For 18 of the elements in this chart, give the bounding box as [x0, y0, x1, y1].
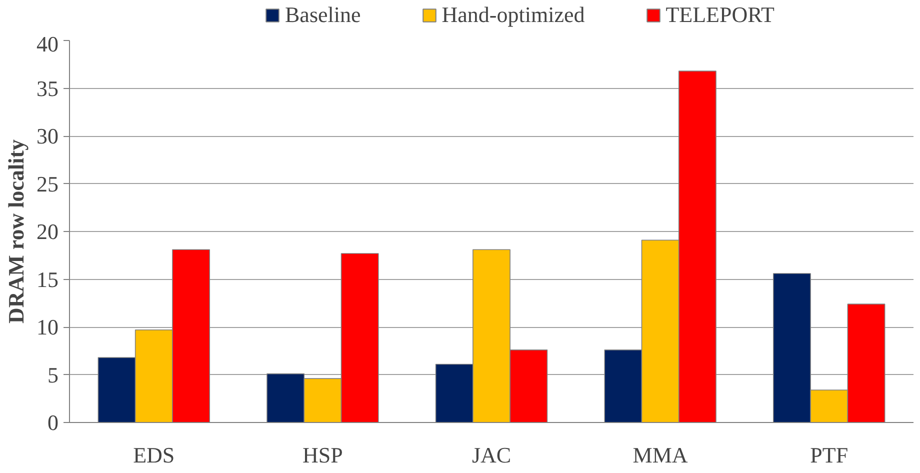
- y-tick-label: 5: [48, 362, 58, 388]
- y-tick-label: 25: [36, 171, 58, 196]
- legend-label: Hand-optimized: [442, 2, 585, 28]
- x-tick-label: EDS: [133, 442, 175, 468]
- y-tick-label: 30: [36, 124, 58, 148]
- y-tick-label: 10: [36, 314, 58, 340]
- x-tick-label: HSP: [302, 442, 343, 468]
- y-axis-title: DRAM row locality: [4, 139, 28, 324]
- legend-label: TELEPORT: [666, 2, 774, 28]
- x-tick-label: MMA: [632, 442, 688, 468]
- y-tick-label: 35: [36, 76, 58, 101]
- y-tick-label: 40: [36, 32, 58, 56]
- x-tick-label: JAC: [472, 442, 512, 468]
- x-tick-label: PTF: [810, 442, 848, 468]
- y-tick-label: 0: [48, 410, 58, 435]
- y-tick-label: 15: [36, 266, 58, 292]
- legend-label: Baseline: [285, 2, 361, 28]
- y-tick-label: 20: [36, 219, 58, 244]
